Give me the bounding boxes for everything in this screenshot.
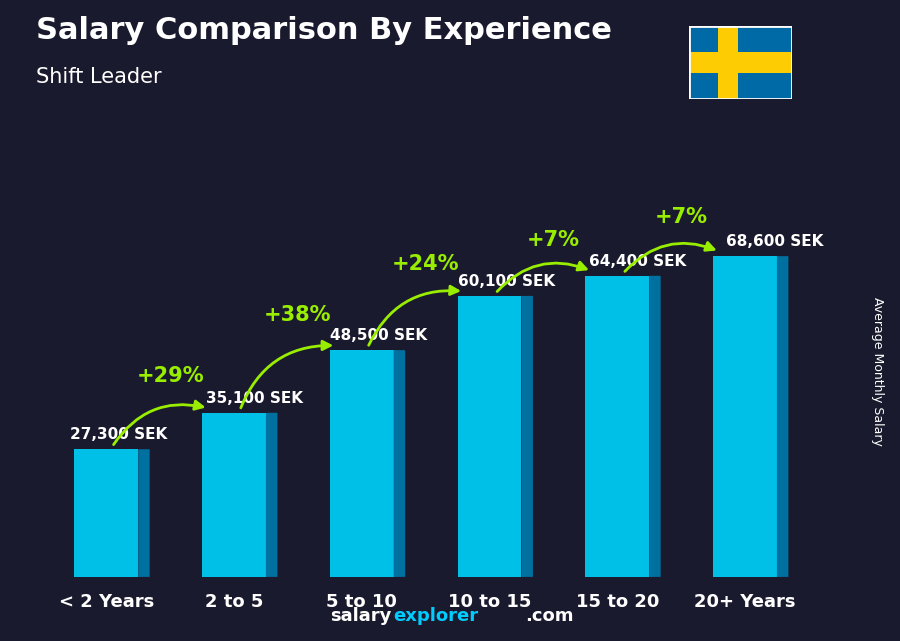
Bar bbox=[202, 413, 266, 577]
Polygon shape bbox=[266, 413, 277, 577]
Text: Average Monthly Salary: Average Monthly Salary bbox=[871, 297, 884, 446]
Text: 48,500 SEK: 48,500 SEK bbox=[329, 328, 427, 343]
Text: .com: .com bbox=[525, 607, 573, 625]
Bar bbox=[718, 26, 738, 99]
Text: +24%: +24% bbox=[392, 254, 459, 274]
Bar bbox=[75, 449, 139, 577]
Polygon shape bbox=[649, 276, 661, 577]
Text: +29%: +29% bbox=[136, 366, 204, 386]
Polygon shape bbox=[777, 256, 788, 577]
Text: Shift Leader: Shift Leader bbox=[36, 67, 162, 87]
Text: +38%: +38% bbox=[264, 305, 331, 325]
Text: +7%: +7% bbox=[654, 207, 707, 227]
Polygon shape bbox=[393, 350, 405, 577]
Bar bbox=[713, 256, 777, 577]
Text: Salary Comparison By Experience: Salary Comparison By Experience bbox=[36, 16, 612, 45]
Text: 64,400 SEK: 64,400 SEK bbox=[590, 254, 687, 269]
Text: 35,100 SEK: 35,100 SEK bbox=[206, 391, 303, 406]
Polygon shape bbox=[139, 449, 149, 577]
Bar bbox=[688, 52, 792, 73]
Text: 60,100 SEK: 60,100 SEK bbox=[457, 274, 554, 289]
Text: salary: salary bbox=[330, 607, 392, 625]
Text: 68,600 SEK: 68,600 SEK bbox=[725, 234, 824, 249]
Text: 27,300 SEK: 27,300 SEK bbox=[70, 428, 167, 442]
Bar bbox=[329, 350, 393, 577]
Bar bbox=[585, 276, 649, 577]
Bar bbox=[457, 296, 521, 577]
Text: +7%: +7% bbox=[526, 230, 580, 250]
Polygon shape bbox=[521, 296, 533, 577]
Text: explorer: explorer bbox=[393, 607, 479, 625]
